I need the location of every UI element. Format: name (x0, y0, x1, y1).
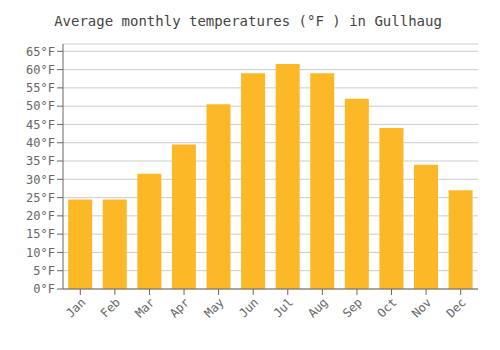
svg-text:Jun: Jun (236, 295, 261, 320)
svg-text:Jul: Jul (271, 295, 296, 320)
svg-text:0°F: 0°F (33, 282, 55, 296)
svg-text:Oct: Oct (374, 295, 399, 320)
svg-text:35°F: 35°F (26, 154, 55, 168)
svg-text:Sep: Sep (340, 295, 365, 320)
svg-text:Dec: Dec (444, 295, 469, 320)
svg-text:30°F: 30°F (26, 173, 55, 187)
svg-text:60°F: 60°F (26, 63, 55, 77)
svg-text:55°F: 55°F (26, 81, 55, 95)
svg-text:Mar: Mar (132, 295, 157, 320)
svg-text:50°F: 50°F (26, 99, 55, 113)
svg-text:25°F: 25°F (26, 191, 55, 205)
svg-text:45°F: 45°F (26, 118, 55, 132)
svg-text:5°F: 5°F (33, 264, 55, 278)
svg-text:40°F: 40°F (26, 136, 55, 150)
svg-text:65°F: 65°F (26, 45, 55, 59)
svg-text:Aug: Aug (305, 295, 330, 320)
svg-text:Nov: Nov (409, 295, 434, 320)
svg-text:10°F: 10°F (26, 246, 55, 260)
svg-text:Apr: Apr (167, 295, 192, 320)
svg-text:Jan: Jan (63, 295, 88, 320)
svg-text:15°F: 15°F (26, 227, 55, 241)
svg-text:20°F: 20°F (26, 209, 55, 223)
svg-text:May: May (202, 295, 227, 320)
html-text:Average monthly temperatures (: Average monthly temperatures (°F ) in Gu… (54, 13, 442, 29)
svg-text:Feb: Feb (98, 295, 123, 320)
